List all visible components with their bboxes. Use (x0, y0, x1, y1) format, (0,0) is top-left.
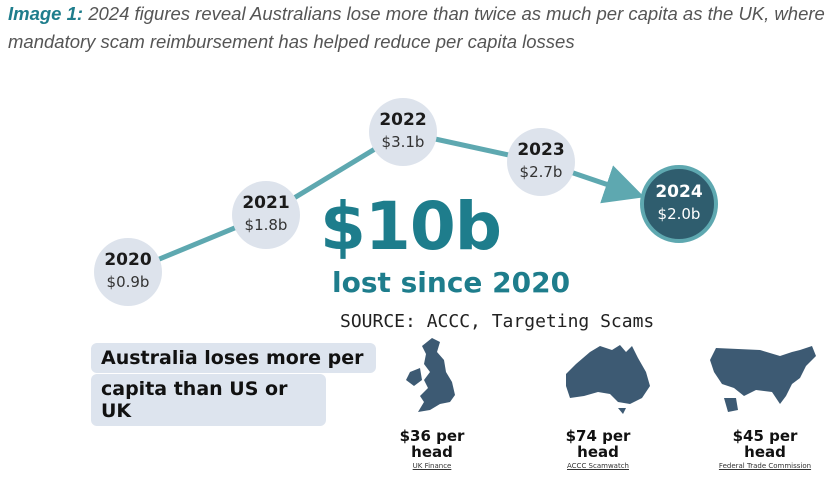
amount-label: $2.0b (657, 205, 701, 223)
year-circle (369, 98, 437, 166)
per-head-figure: $45 per head (732, 427, 798, 461)
year-circle (507, 128, 575, 196)
uk-map (406, 338, 455, 412)
per-head-figure: $36 per head (399, 427, 465, 461)
figure-source: UK Finance (412, 462, 452, 470)
figure-source: ACCC Scamwatch (567, 462, 629, 470)
amount-label: $1.8b (244, 216, 288, 234)
us-map (710, 346, 816, 412)
year-label: 2022 (379, 110, 427, 130)
figure-source: Federal Trade Commission (718, 462, 812, 470)
caption-label: Image 1: (8, 3, 84, 24)
year-label: 2024 (655, 182, 703, 202)
year-circle (232, 181, 300, 249)
year-label: 2020 (104, 250, 152, 270)
amount-label: $2.7b (519, 163, 563, 181)
year-circle (94, 238, 162, 306)
callout-line: Australia loses more per (91, 343, 376, 373)
headline: $10b (320, 188, 502, 265)
source: SOURCE: ACCC, Targeting Scams (340, 311, 655, 332)
year-circle (640, 165, 718, 243)
callout-line: capita than US or UK (91, 374, 326, 426)
australia-map (566, 345, 650, 414)
year-label: 2023 (517, 140, 565, 160)
subheadline: lost since 2020 (332, 266, 571, 299)
amount-label: $3.1b (381, 133, 425, 151)
caption: Image 1: 2024 figures reveal Australians… (8, 0, 836, 56)
caption-text: 2024 figures reveal Australians lose mor… (8, 3, 825, 52)
amount-label: $0.9b (106, 273, 150, 291)
per-head-figure: $74 per head (565, 427, 631, 461)
year-label: 2021 (242, 193, 290, 213)
